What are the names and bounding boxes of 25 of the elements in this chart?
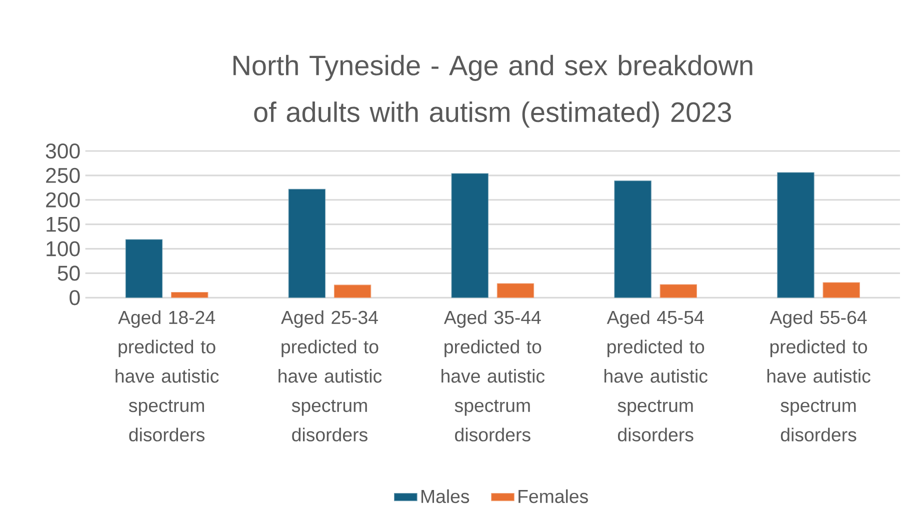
bar [125, 239, 163, 298]
y-tick-label: 300 [46, 143, 80, 159]
x-tick-label: Aged 55-64 predicted to have autistic spectrum disorders [767, 310, 870, 442]
y-tick-label: 100 [46, 241, 80, 256]
x-tick-label: Aged 25-34 predicted to have autistic spectrum disorders [278, 310, 382, 442]
bar [334, 284, 372, 298]
y-tick-label: 200 [46, 192, 80, 208]
bar [451, 173, 488, 298]
legend-label: Males [422, 489, 470, 504]
chart-title: North Tyneside - Age and sex breakdown of adults with autism (estimated) 2023 [234, 54, 752, 128]
y-tick-label: 150 [46, 216, 80, 232]
legend-label: Females [518, 489, 588, 504]
x-tick-label: Aged 45-54 predicted to have autistic spectrum disorders [604, 310, 708, 442]
bar [614, 180, 652, 298]
x-tick-label: Aged 18-24 predicted to have autistic spectrum disorders [116, 310, 219, 442]
bar [496, 283, 534, 298]
x-tick-label: Aged 35-44 predicted to have autistic spectrum disorders [442, 310, 545, 442]
y-tick-label: 0 [70, 290, 80, 306]
y-tick-label: 50 [58, 266, 80, 281]
bar [660, 284, 698, 298]
bar [288, 188, 326, 298]
bar [171, 292, 208, 298]
y-tick-label: 250 [46, 168, 80, 183]
bar [822, 282, 860, 298]
bar [777, 172, 814, 298]
